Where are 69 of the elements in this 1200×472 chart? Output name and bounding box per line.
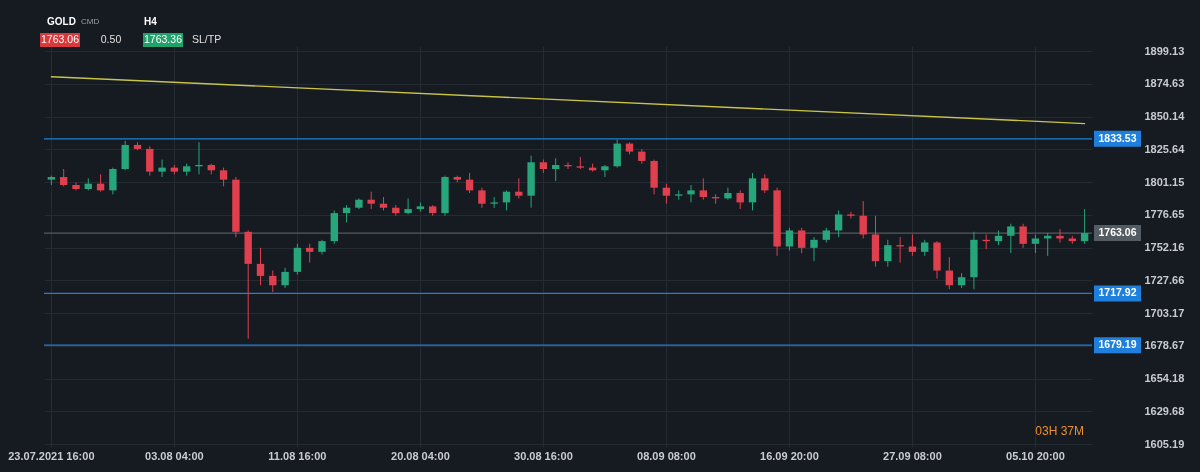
candlestick	[219, 167, 228, 187]
chart-title: GOLD	[47, 16, 76, 27]
candlestick	[662, 183, 671, 205]
candlestick	[146, 145, 154, 177]
y-tick-label: 1654.18	[1144, 372, 1185, 385]
candlestick	[896, 236, 904, 264]
y-tick-label: 1874.63	[1144, 77, 1185, 90]
candlestick	[404, 197, 412, 215]
candlestick	[109, 167, 117, 195]
y-tick-label: 1899.13	[1144, 44, 1185, 57]
y-tick-label: 1605.19	[1144, 437, 1185, 450]
candlestick	[613, 139, 621, 169]
candlestick	[908, 233, 917, 257]
candlestick	[552, 157, 560, 182]
ref-line-label: 1679.19	[1098, 338, 1137, 351]
candlestick	[798, 227, 806, 254]
candlestick	[72, 181, 80, 191]
y-tick-label: 1752.16	[1144, 241, 1185, 254]
y-tick-label: 1776.65	[1144, 208, 1185, 221]
y-tick-label: 1850.14	[1144, 110, 1186, 123]
text: 1763.36	[144, 33, 183, 45]
candlestick	[601, 164, 609, 178]
text: CMD	[81, 17, 100, 26]
ref-line-label: 1717.92	[1098, 286, 1137, 299]
x-tick-label: 05.10 20:00	[1006, 449, 1065, 462]
candlestick	[884, 239, 892, 268]
candlestick	[945, 256, 953, 290]
y-tick-label: 1825.64	[1144, 142, 1186, 155]
y-tick-label: 1678.67	[1144, 339, 1185, 352]
candlestick	[687, 184, 695, 203]
candlestick	[761, 173, 769, 194]
annotation: 03H 37M	[1035, 424, 1084, 438]
ref-line-label: 1833.53	[1098, 131, 1137, 144]
x-tick-label: 11.08 16:00	[268, 449, 327, 462]
x-tick-label: 30.08 16:00	[514, 449, 573, 462]
x-tick-label: 16.09 20:00	[760, 449, 819, 462]
x-tick-label: 03.08 04:00	[145, 449, 204, 462]
candlestick	[699, 177, 707, 201]
y-tick-label: 1629.68	[1144, 404, 1185, 417]
text: SL/TP	[192, 33, 222, 45]
x-tick-label: 23.07.2021 16:00	[8, 449, 95, 462]
x-tick-label: 27.09 08:00	[883, 449, 942, 462]
candlestick	[724, 187, 732, 201]
y-tick-label: 1703.17	[1144, 306, 1185, 319]
candlestick	[785, 227, 794, 252]
candlestick	[281, 267, 289, 289]
candlestick	[847, 211, 855, 219]
text: 1763.06	[41, 33, 80, 45]
candlestick	[859, 200, 867, 239]
text: H4	[144, 16, 158, 27]
candlestick	[515, 177, 523, 199]
candlestick	[1031, 233, 1040, 254]
candlestick	[834, 209, 843, 238]
candlestick	[1019, 223, 1027, 249]
candlestick	[158, 159, 166, 178]
candlestick	[1007, 223, 1015, 254]
y-tick-label: 1727.66	[1144, 273, 1185, 286]
candlestick	[810, 236, 818, 262]
ref-line-label: 1763.06	[1098, 226, 1137, 239]
candlestick	[736, 189, 744, 210]
candlestick	[256, 247, 265, 286]
candlestick	[269, 270, 277, 293]
x-tick-label: 08.09 08:00	[637, 449, 696, 462]
text: 0.50	[100, 33, 122, 45]
x-tick-label: 20.08 04:00	[391, 449, 450, 462]
candlestick	[478, 187, 486, 209]
candlestick	[306, 243, 314, 264]
candlestick	[1080, 208, 1089, 245]
y-tick-label: 1801.15	[1144, 175, 1185, 188]
